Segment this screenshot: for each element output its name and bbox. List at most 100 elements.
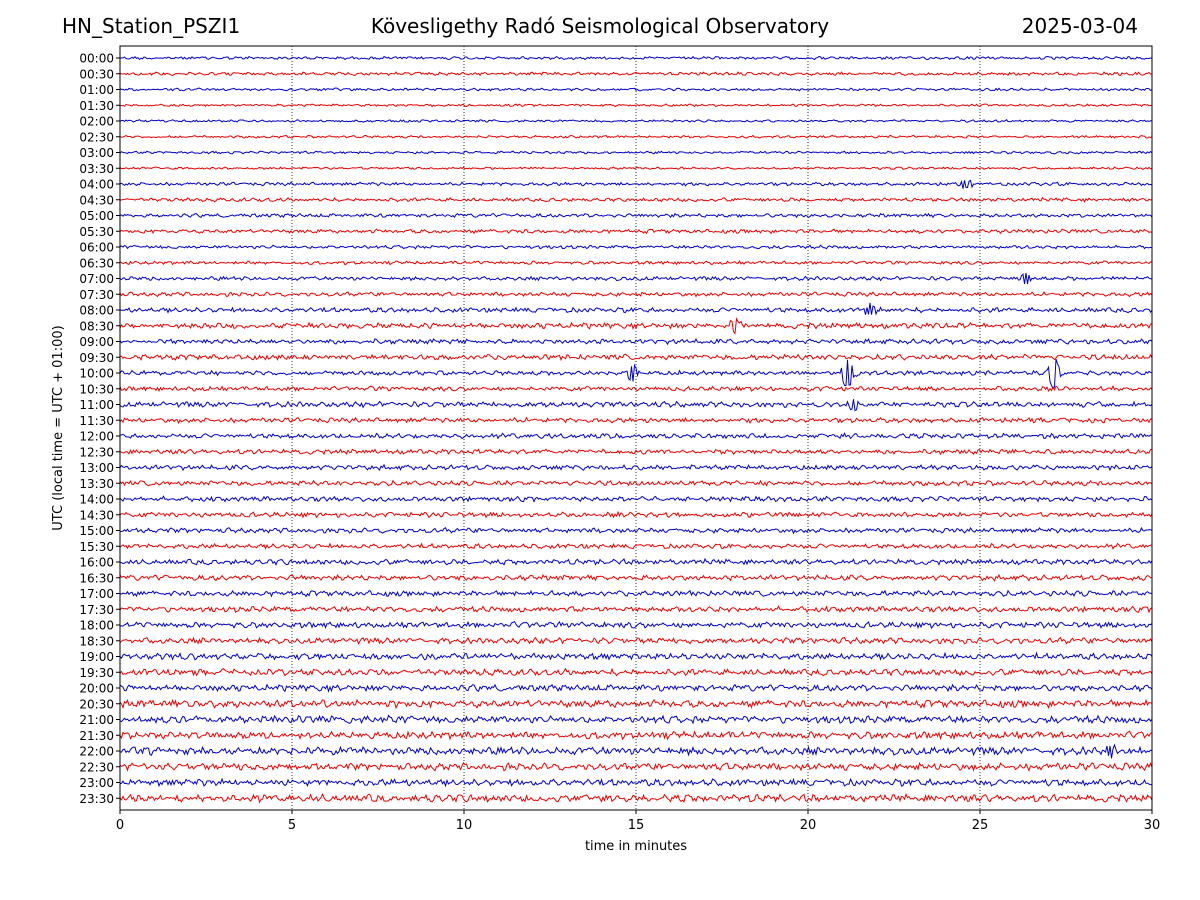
trace-2300: [119, 777, 1153, 788]
trace-1830: [119, 636, 1153, 645]
trace-1430: [119, 510, 1153, 519]
trace-0600: [119, 244, 1153, 250]
station-name: HN_Station_PSZI1: [62, 14, 241, 38]
trace-0430: [119, 196, 1153, 203]
trace-0700: [119, 272, 1153, 285]
chart-date: 2025-03-04: [1021, 14, 1138, 38]
x-tick-label: 15: [628, 818, 645, 833]
y-tick-label: 15:30: [79, 540, 114, 554]
y-tick-label: 17:00: [79, 587, 114, 601]
y-tick-label: 07:30: [79, 288, 114, 302]
trace-1500: [119, 526, 1153, 535]
y-tick-label: 02:00: [79, 115, 114, 129]
chart-title: Kövesligethy Radó Seismological Observat…: [370, 14, 830, 38]
trace-1930: [119, 667, 1153, 677]
x-tick-label: 10: [456, 818, 473, 833]
trace-1900: [119, 651, 1153, 661]
trace-0830: [119, 317, 1153, 335]
trace-2030: [119, 698, 1153, 710]
trace-1300: [119, 463, 1153, 472]
trace-1600: [119, 557, 1153, 566]
y-tick-label: 21:30: [79, 729, 114, 743]
y-tick-label: 21:00: [79, 713, 114, 727]
y-tick-label: 01:00: [79, 83, 114, 97]
y-tick-label: 19:30: [79, 666, 114, 680]
y-tick-label: 05:00: [79, 209, 114, 223]
y-tick-label: 00:30: [79, 67, 114, 81]
trace-0230: [119, 134, 1153, 139]
x-axis-label: time in minutes: [585, 839, 687, 854]
trace-0300: [119, 150, 1153, 155]
y-tick-label: 13:30: [79, 477, 114, 491]
y-tick-label: 16:00: [79, 556, 114, 570]
y-axis-label: UTC (local time = UTC + 01:00): [51, 325, 66, 530]
y-tick-label: 03:30: [79, 162, 114, 176]
y-tick-label: 05:30: [79, 225, 114, 239]
y-tick-label: 22:30: [79, 760, 114, 774]
x-tick-label: 20: [800, 818, 817, 833]
trace-0400: [119, 179, 1153, 189]
trace-1100: [119, 399, 1153, 412]
y-tick-label: 00:00: [79, 52, 114, 66]
trace-0000: [119, 55, 1153, 61]
y-tick-label: 09:30: [79, 351, 114, 365]
trace-1230: [119, 448, 1153, 456]
y-tick-label: 04:30: [79, 193, 114, 207]
y-tick-label: 01:30: [79, 99, 114, 113]
trace-1530: [119, 542, 1153, 550]
trace-2130: [119, 730, 1153, 741]
y-tick-label: 10:30: [79, 382, 114, 396]
trace-1400: [119, 495, 1153, 503]
y-tick-label: 22:00: [79, 745, 114, 759]
y-tick-label: 16:30: [79, 571, 114, 585]
y-tick-label: 02:30: [79, 130, 114, 144]
x-tick-label: 0: [116, 818, 124, 833]
trace-0800: [119, 302, 1153, 316]
trace-0930: [119, 353, 1153, 362]
trace-0200: [119, 119, 1153, 123]
trace-1800: [119, 620, 1153, 630]
y-tick-label: 04:00: [79, 178, 114, 192]
trace-0500: [119, 212, 1153, 219]
vertical-gridlines: [291, 46, 981, 810]
trace-0730: [119, 291, 1153, 298]
y-tick-label: 18:30: [79, 634, 114, 648]
y-tick-label: 07:00: [79, 272, 114, 286]
x-tick-label: 25: [972, 818, 989, 833]
y-tick-label: 19:00: [79, 650, 114, 664]
x-axis-ticks: 0 5 10 15 20 25 30: [116, 810, 1160, 833]
y-tick-label: 20:00: [79, 682, 114, 696]
trace-1000: [119, 358, 1153, 390]
y-tick-label: 03:00: [79, 146, 114, 160]
x-tick-label: 5: [288, 818, 296, 833]
trace-0100: [119, 87, 1153, 92]
y-tick-label: 11:00: [79, 398, 114, 412]
trace-1630: [119, 573, 1153, 582]
trace-group: [119, 55, 1153, 804]
y-tick-label: 20:30: [79, 697, 114, 711]
trace-0900: [119, 337, 1153, 346]
y-tick-label: 08:30: [79, 319, 114, 333]
y-tick-label: 14:00: [79, 493, 114, 507]
trace-1130: [119, 416, 1153, 425]
trace-2230: [119, 761, 1153, 772]
trace-0330: [119, 166, 1153, 171]
trace-1030: [119, 385, 1153, 393]
trace-2000: [119, 683, 1153, 693]
trace-1730: [119, 604, 1153, 614]
y-tick-label: 17:30: [79, 603, 114, 617]
y-tick-label: 13:00: [79, 461, 114, 475]
y-tick-label: 12:00: [79, 430, 114, 444]
trace-0530: [119, 228, 1153, 235]
trace-2200: [119, 743, 1153, 759]
y-tick-label: 08:00: [79, 304, 114, 318]
trace-0030: [119, 71, 1153, 77]
y-tick-label: 10:00: [79, 367, 114, 381]
y-tick-label: 14:30: [79, 508, 114, 522]
trace-1700: [119, 589, 1153, 598]
x-tick-label: 30: [1144, 818, 1161, 833]
y-tick-label: 23:30: [79, 792, 114, 806]
y-tick-label: 11:30: [79, 414, 114, 428]
